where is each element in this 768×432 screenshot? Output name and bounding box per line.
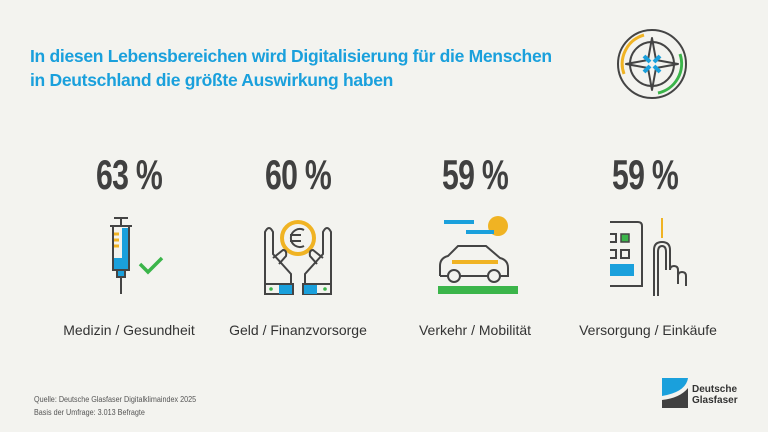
percent-value: 60 % bbox=[264, 151, 332, 198]
percent-value: 59 % bbox=[611, 151, 679, 198]
title-line-1: In diesen Lebensbereichen wird Digitalis… bbox=[30, 46, 552, 66]
stat-verkehr: 59 % bbox=[390, 150, 560, 304]
stat-versorgung: 59 % bbox=[560, 150, 730, 304]
car-icon bbox=[438, 216, 518, 294]
logo-line-2: Glasfaser bbox=[692, 395, 738, 406]
basis-text: Basis der Umfrage: 3.013 Befragte bbox=[34, 408, 145, 417]
logo-line-1: Deutsche bbox=[692, 384, 738, 395]
syringe-check-icon bbox=[110, 217, 164, 294]
label-versorgung: Versorgung / Einkäufe bbox=[579, 322, 717, 338]
source-text: Quelle: Deutsche Glasfaser Digitalklimai… bbox=[34, 395, 197, 404]
title-line-2: in Deutschland die größte Auswirkung hab… bbox=[30, 70, 394, 90]
hands-euro-coin-icon bbox=[264, 220, 332, 295]
logo-text: Deutsche Glasfaser bbox=[692, 384, 738, 406]
label-verkehr: Verkehr / Mobilität bbox=[418, 322, 532, 338]
deutsche-glasfaser-logo-icon bbox=[662, 378, 688, 408]
label-geld: Geld / Finanzvorsorge bbox=[229, 322, 367, 338]
stat-geld: 60 % bbox=[213, 150, 383, 304]
percent-value: 59 % bbox=[441, 151, 509, 198]
touch-screen-shopping-icon bbox=[610, 218, 687, 296]
compass-icon bbox=[617, 29, 687, 99]
stat-medizin: 63 % bbox=[44, 150, 214, 304]
footer-source: Quelle: Deutsche Glasfaser Digitalklimai… bbox=[34, 393, 196, 419]
page-title: In diesen Lebensbereichen wird Digitalis… bbox=[30, 44, 552, 92]
percent-value: 63 % bbox=[95, 151, 163, 198]
label-medizin: Medizin / Gesundheit bbox=[63, 322, 195, 338]
